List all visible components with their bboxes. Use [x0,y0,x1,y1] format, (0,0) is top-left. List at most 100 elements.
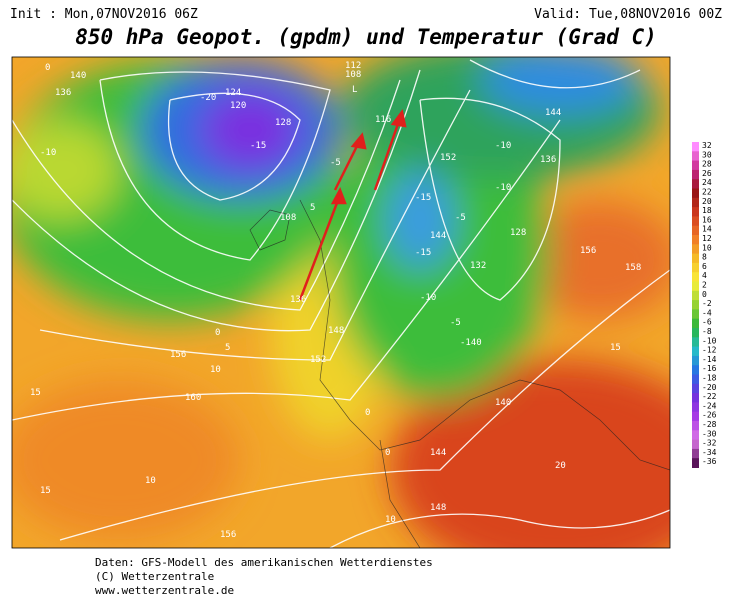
contour-label: 144 [430,231,446,241]
map-frame [11,56,671,549]
colorbar-swatch [692,309,699,320]
colorbar-label: 18 [702,206,712,215]
colorbar-swatch [692,225,699,236]
contour-label: -5 [455,213,466,223]
colorbar-label: -34 [702,448,717,457]
contour-label: -15 [415,248,431,258]
colorbar-swatch [692,300,699,310]
contour-label: 108 [280,213,296,223]
contour-label: 136 [55,88,71,98]
colorbar-swatch [692,421,699,431]
contour-label: 0 [45,63,50,73]
colorbar-label: 6 [702,262,707,271]
colorbar-label: 0 [702,290,707,299]
contour-label: 156 [220,530,236,540]
colorbar-label: -18 [702,374,717,383]
colorbar-swatch [692,142,699,152]
contour-label: 20 [555,461,566,471]
colorbar-swatch [692,355,699,366]
contour-label: 15 [40,486,51,496]
contour-label: -20 [200,93,216,103]
colorbar-swatch [692,430,699,441]
colorbar-swatch [692,179,699,189]
colorbar-swatch [692,188,699,199]
init-time: Init : Mon,07NOV2016 06Z [10,7,198,22]
contour-label: 158 [625,263,641,273]
colorbar-swatch [692,235,699,245]
colorbar-swatch [692,393,699,403]
contour-label: 108 [345,70,361,80]
contour-label: 0 [215,328,220,338]
colorbar-label: 8 [702,253,707,262]
contour-label: 10 [385,515,396,525]
contour-label: -5 [450,318,461,328]
contour-label: -15 [250,141,266,151]
contour-label: 112 [345,61,361,71]
colorbar-label: -32 [702,439,717,448]
colorbar-label: 4 [702,271,707,280]
colorbar-swatch [692,374,699,385]
colorbar-swatch [692,272,699,282]
colorbar-label: 12 [702,234,712,243]
contour-label: 5 [310,203,315,213]
colorbar-label: -22 [702,392,717,401]
contour-label: 0 [365,408,370,418]
colorbar-label: -30 [702,429,717,438]
contour-label: -5 [330,158,341,168]
colorbar-swatch [692,346,699,357]
colorbar-label: -36 [702,457,717,466]
colorbar-label: -20 [702,383,717,392]
colorbar-swatch [692,402,699,413]
contour-label: 144 [430,448,446,458]
contour-label: 160 [185,393,201,403]
contour-label: L [352,85,357,95]
contour-label: 148 [328,326,344,336]
contour-label: 116 [375,115,391,125]
colorbar-label: 26 [702,169,712,178]
title: 850 hPa Geopot. (gpdm) und Temperatur (G… [75,25,657,49]
contour-label: -140 [460,338,482,348]
contour-label: -10 [495,183,511,193]
contour-label: 128 [275,118,291,128]
colorbar-swatch [692,439,699,450]
colorbar-label: 10 [702,243,712,252]
colorbar-swatch [692,253,699,264]
colorbar-label: -6 [702,318,712,327]
contour-label: 15 [610,343,621,353]
colorbar-label: 22 [702,188,712,197]
contour-label: 156 [170,350,186,360]
colorbar-swatch [692,160,699,171]
contour-label: 144 [545,108,561,118]
contour-label: 140 [70,71,86,81]
contour-label: 136 [290,295,306,305]
footer-copyright: (C) Wetterzentrale [95,570,214,583]
colorbar-swatch [692,207,699,217]
colorbar-label: -4 [702,308,712,317]
contour-label: 124 [225,88,241,98]
colorbar-label: 16 [702,215,712,224]
footer-url: www.wetterzentrale.de [95,584,234,597]
colorbar-label: -28 [702,420,717,429]
contour-label: 152 [310,355,326,365]
contour-label: 140 [495,398,511,408]
colorbar-label: -24 [702,401,717,410]
contour-label: -15 [415,193,431,203]
contour-label: -10 [495,141,511,151]
colorbar-swatch [692,169,699,180]
contour-label: -10 [40,148,56,158]
colorbar-label: 20 [702,197,712,206]
colorbar-swatch [692,262,699,273]
footer-source: Daten: GFS-Modell des amerikanischen Wet… [95,556,433,569]
contour-label: -10 [420,293,436,303]
colorbar-label: 24 [702,178,712,187]
colorbar-swatch [692,365,699,375]
colorbar-swatch [692,328,699,338]
colorbar-swatch [692,281,699,292]
colorbar-label: -14 [702,355,717,364]
colorbar-label: -16 [702,364,717,373]
colorbar-swatch [692,244,699,255]
colorbar-label: -2 [702,299,712,308]
colorbar-label: 32 [702,141,712,150]
